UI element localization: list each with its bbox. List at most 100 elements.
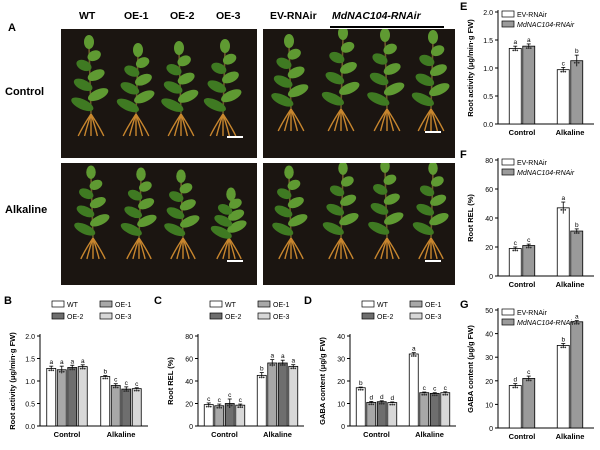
leaf [339,81,360,95]
seedling [272,165,308,260]
data-point [423,393,426,396]
data-point [127,390,130,392]
bar [508,385,522,429]
leaf [287,84,309,98]
scale-bar [425,260,441,262]
x-tick-label: Control [509,128,536,137]
y-tick-label: 40 [185,379,193,386]
genotype-label-oe3: OE-3 [216,10,241,22]
leaf [228,209,245,221]
panel-letter: B [4,295,12,307]
x-tick-label: Alkaline [556,128,585,137]
data-point [52,369,55,372]
leaf [430,64,447,77]
leaf [430,45,445,57]
y-axis-label: Root activity (μg/min·g FW) [8,332,17,430]
leaf [429,212,449,226]
significance-letter: b [260,366,264,373]
data-point [368,403,371,406]
x-tick-label: Alkaline [415,430,444,439]
data-point [283,364,286,366]
leaf [210,225,232,239]
leaf [211,62,227,74]
data-point [560,208,563,211]
data-point [230,404,233,407]
data-point [71,368,74,371]
data-point [228,404,231,407]
legend-swatch [209,300,223,308]
data-point [378,402,381,405]
leaf [284,34,294,48]
leaf [372,53,388,65]
leaf [220,39,230,53]
leaf [272,222,294,236]
scale-bar [425,131,441,133]
leaf [161,98,184,112]
significance-letter: c [527,369,531,376]
y-tick-label: 1.5 [25,357,35,364]
leaf [89,179,103,190]
legend-swatch [361,312,375,320]
leaf [177,89,199,103]
data-point [83,367,86,370]
legend-label: MdNAC104-RNAir [517,170,575,177]
legend-label: WT [377,302,389,309]
y-tick-label: 10 [485,402,493,409]
leaf [180,215,200,228]
legend-swatch [51,312,65,320]
legend-label: OE-2 [225,314,241,321]
leaf [120,82,140,95]
leaf [383,63,401,75]
bar [429,392,440,427]
legend-label: OE-3 [273,314,289,321]
significance-letter: c [444,385,448,392]
bar [366,401,377,427]
significance-letter: c [125,380,129,387]
seedling [210,187,247,260]
significance-letter: a [49,359,53,366]
panel-letter: C [154,295,162,307]
leaf [339,212,359,226]
chart-e-root-activity: E 0.0 0.5 1.0 1.5 2.0 Root activity (μg/min·g … [460,1,594,137]
significance-letter: c [239,397,243,404]
leaf [411,92,434,107]
data-point [560,70,563,73]
leaf [380,29,390,42]
panel-letter: D [304,295,312,307]
seedling [411,30,450,132]
bar [522,45,536,125]
leaf [177,55,191,67]
bar [121,388,132,427]
data-point [290,367,293,370]
significance-letter: a [412,346,416,353]
legend-swatch [409,312,423,320]
leaf [135,57,150,68]
y-axis-label: Root REL (%) [466,194,475,242]
legend-swatch [209,312,223,320]
bar [235,404,246,427]
data-point [516,249,519,252]
bar [440,392,451,427]
seedling [161,41,199,137]
legend-swatch [501,308,515,316]
data-point [81,367,84,370]
y-tick-label: 0 [189,424,193,431]
scale-bar [227,260,243,262]
legend-label: OE-3 [425,314,441,321]
legend-swatch [501,158,515,166]
data-point [516,386,519,389]
leaf [340,41,355,53]
leaf [84,35,94,49]
leaf [71,97,94,112]
data-point [104,377,107,380]
data-point [391,403,394,406]
leaf [271,93,294,107]
data-point [207,405,210,408]
data-point [577,232,580,234]
leaf [74,222,96,236]
data-point [361,388,364,391]
data-point [421,393,424,396]
legend-label: OE-1 [115,302,131,309]
significance-letter: c [218,397,222,404]
root-strand [182,237,196,260]
